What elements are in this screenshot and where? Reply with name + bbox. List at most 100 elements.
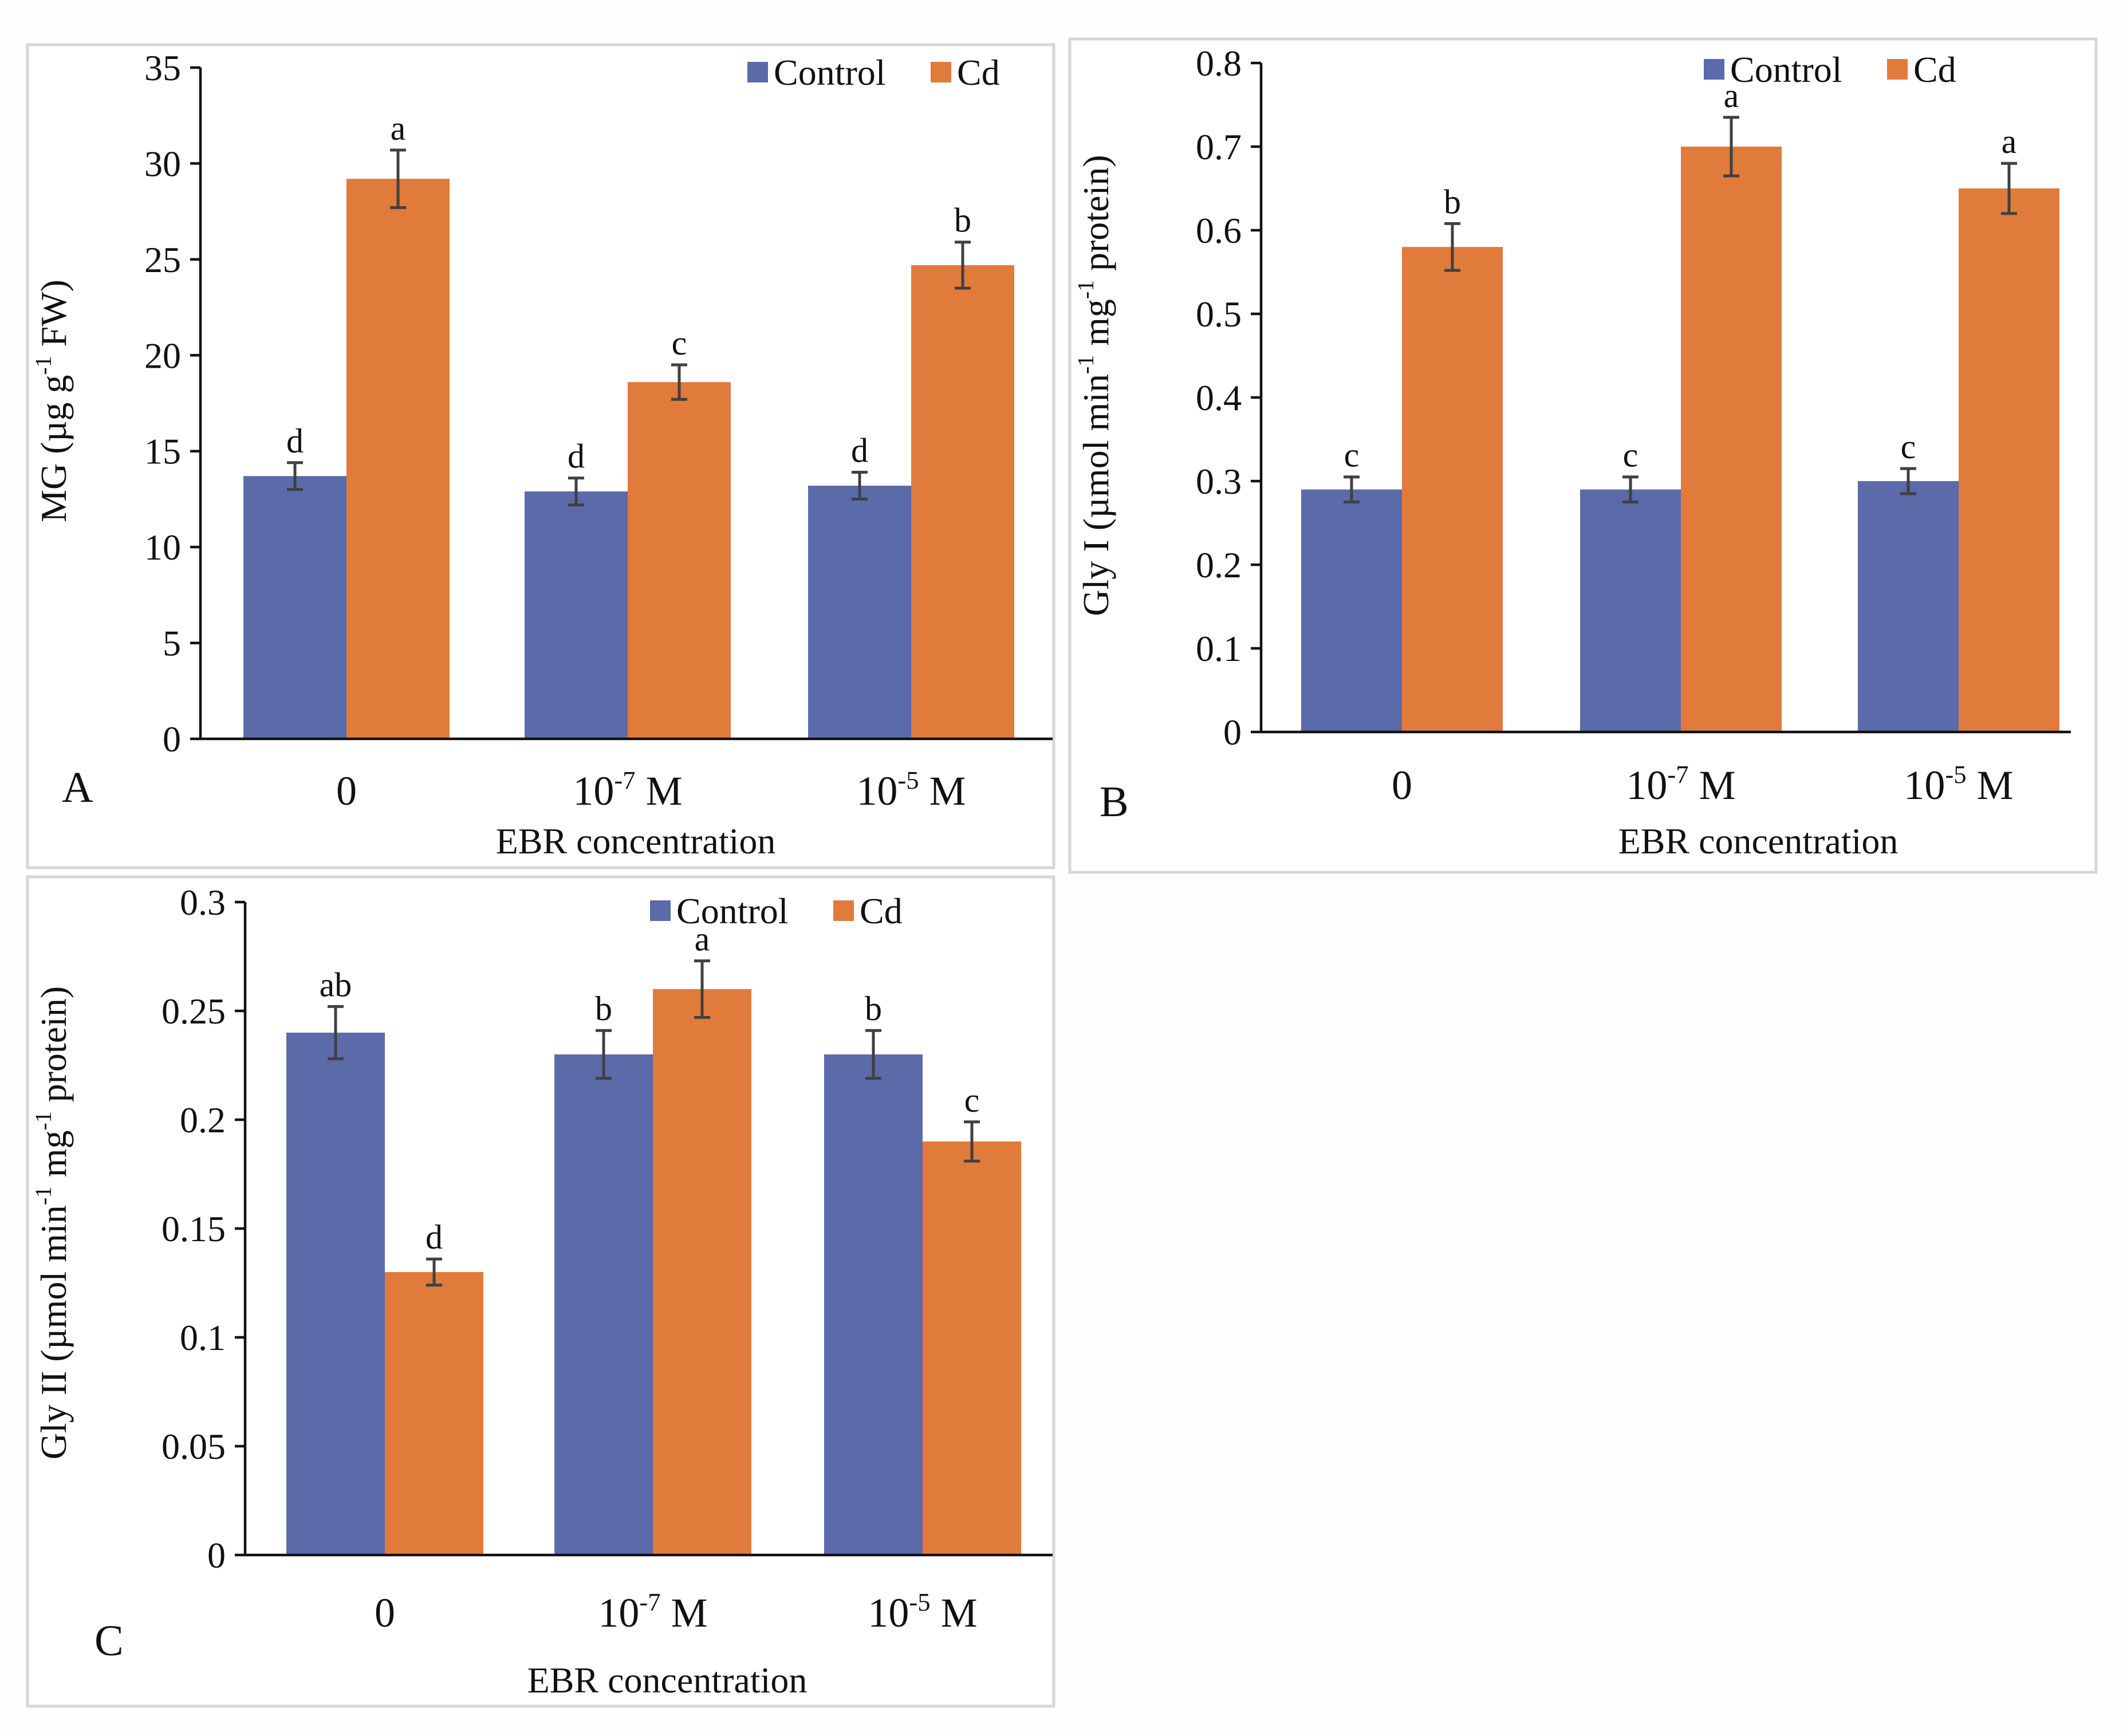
error-bar [390,148,406,209]
x-tick-unit: M [1689,762,1736,808]
error-bar [1900,467,1916,495]
legend-label-control: Control [1730,49,1842,90]
y-axis-title-text: Gly II (µmol min [33,1205,74,1459]
bar-cd-3 [923,1141,1021,1555]
x-tick-exponent: -7 [614,766,635,794]
bar-cd-1 [346,179,450,739]
error-bar [287,461,303,491]
bar-control-1 [243,476,346,739]
legend-swatch-control [747,62,768,82]
legend-label-cd: Cd [957,52,1000,93]
bar-cd-1 [385,1272,483,1555]
bar-control-3 [808,485,911,739]
y-tick-label: 0.8 [1196,43,1242,84]
y-tick-label: 0.5 [1196,294,1242,334]
bar-cd-2 [1681,147,1782,732]
y-tick-label: 0.1 [1196,628,1242,669]
y-axis-title-text: protein) [1076,155,1116,280]
x-tick-label: 10-5 M [868,1588,977,1636]
significance-letter: a [1724,77,1739,115]
legend-swatch-control [1704,59,1724,80]
error-bar [964,1120,980,1163]
y-tick-label: 35 [144,48,181,88]
x-tick-label: 10-7 M [598,1588,707,1636]
x-tick-label: 0 [375,1590,395,1636]
y-tick-label: 0.3 [180,882,226,923]
x-tick-label: 10-7 M [1626,760,1735,808]
y-tick-label: 0.3 [1196,461,1242,502]
y-tick-label: 0.25 [162,991,226,1032]
x-axis-title: EBR concentration [1618,821,1899,861]
y-axis-title-exponent: -1 [1073,355,1098,374]
bar-control-3 [824,1054,923,1555]
x-tick-unit: M [919,768,966,814]
bar-control-1 [1301,489,1402,732]
error-bar [1344,475,1360,503]
legend: Control Cd [747,52,1000,93]
x-tick-unit: M [931,1590,978,1636]
y-tick-label: 5 [163,623,181,664]
x-tick-base: 0 [1392,762,1412,808]
y-tick-label: 0.6 [1196,210,1242,251]
significance-letter: c [1901,428,1916,466]
bar-control-2 [554,1054,653,1555]
y-tick-label: 25 [144,239,181,280]
y-tick-label: 30 [144,143,181,184]
y-tick-label: 0.7 [1196,127,1242,167]
x-tick-base: 0 [375,1590,395,1636]
error-bar [694,959,710,1019]
significance-letter: b [595,990,612,1028]
y-axis-title: Gly II (µmol min-1 mg-1 protein) [31,986,74,1459]
y-tick-label: 15 [144,431,181,472]
x-tick-unit: M [661,1590,708,1636]
significance-letter: ab [320,966,352,1003]
x-tick-label: 0 [1392,762,1412,808]
panel-label: C [94,1617,124,1665]
y-axis-title: MG (µg g-1 FW) [31,280,74,522]
error-bar [852,471,868,501]
significance-letter: c [1623,436,1638,474]
y-axis-title-exponent: -1 [31,1186,56,1205]
error-bar [671,363,687,401]
significance-letter: b [865,990,882,1028]
bar-control-1 [286,1033,385,1555]
legend-swatch-cd [833,900,854,921]
error-bar [426,1257,442,1287]
significance-letter: d [568,438,585,475]
legend-label-cd: Cd [860,891,903,931]
y-tick-label: 0.1 [180,1317,226,1358]
significance-letter: a [391,109,406,147]
x-tick-base: 10 [856,768,897,814]
error-bar [1723,116,1739,178]
x-tick-base: 10 [598,1590,639,1636]
significance-letter: c [672,324,687,362]
y-axis-title-exponent: -1 [31,356,56,375]
legend-label-control: Control [676,891,789,931]
x-tick-label: 10-5 M [856,766,966,814]
error-bar [568,477,584,506]
x-tick-base: 10 [573,768,614,814]
bar-cd-3 [911,265,1014,739]
y-tick-label: 0.4 [1196,377,1242,418]
significance-letter: d [426,1218,443,1256]
y-axis-title-exponent: -1 [1073,280,1098,299]
y-axis-title-text: MG (µg g [33,375,74,522]
x-tick-exponent: -5 [1945,760,1966,789]
y-axis-title-text: mg [1076,299,1116,355]
bar-control-2 [525,491,628,739]
significance-letter: d [851,432,868,470]
x-tick-unit: M [1967,762,2014,808]
x-tick-label: 10-7 M [573,766,682,814]
legend-swatch-control [650,900,671,921]
x-tick-base: 0 [336,768,357,814]
x-tick-label: 0 [336,768,357,814]
x-tick-exponent: -5 [909,1588,930,1616]
x-tick-exponent: -7 [1667,760,1688,789]
x-axis-title: EBR concentration [527,1660,808,1700]
significance-letter: c [964,1081,980,1119]
y-tick-label: 0 [207,1535,226,1576]
y-tick-label: 0.2 [180,1100,226,1140]
